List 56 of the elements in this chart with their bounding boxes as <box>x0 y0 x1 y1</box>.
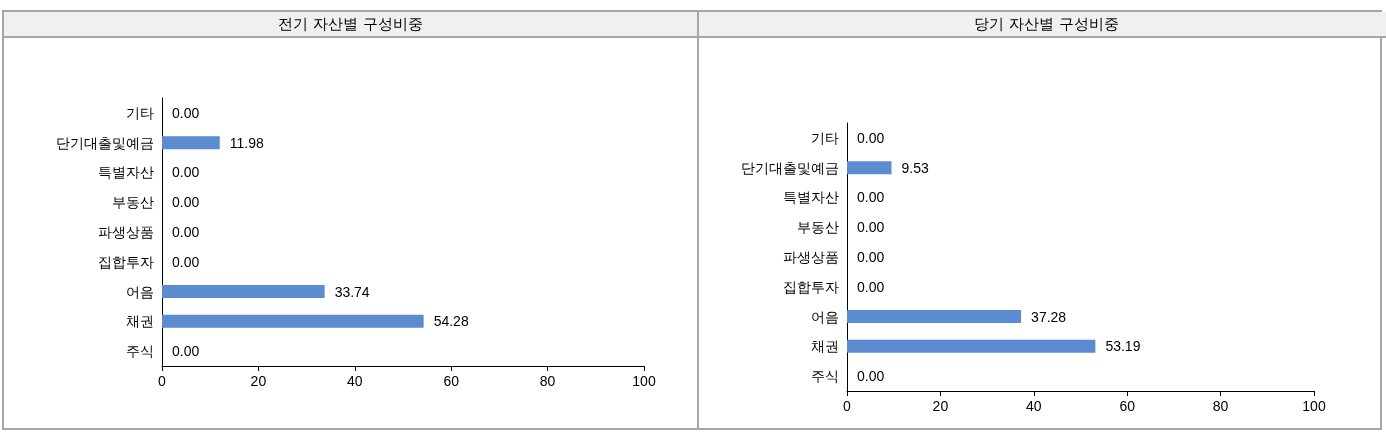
bar <box>847 310 1022 324</box>
data-label: 0.00 <box>857 249 885 265</box>
chart-title: 전기 자산별 구성비중 <box>4 12 697 38</box>
y-tick-label: 주식 <box>811 368 839 385</box>
y-tick-label: 채권 <box>811 338 839 355</box>
y-tick-label: 부동산 <box>112 194 154 211</box>
y-tick-label: 집합투자 <box>98 253 154 270</box>
y-tick-label: 기타 <box>811 129 839 146</box>
bar <box>162 285 325 299</box>
x-tick-label: 20 <box>250 373 267 389</box>
data-label: 0.00 <box>172 104 200 121</box>
y-tick-label: 특별자산 <box>98 164 154 181</box>
y-tick-label: 단기대출및예금 <box>56 134 154 151</box>
data-label: 0.00 <box>857 129 885 146</box>
bar <box>162 136 220 150</box>
bar <box>847 161 892 175</box>
y-tick-label: 부동산 <box>797 219 839 236</box>
x-tick-label: 60 <box>443 373 460 389</box>
x-tick-label: 20 <box>932 398 949 414</box>
data-label: 0.00 <box>857 219 885 236</box>
data-label: 53.19 <box>1105 338 1141 355</box>
data-label: 0.00 <box>857 368 885 385</box>
data-label: 0.00 <box>172 224 200 240</box>
data-label: 0.00 <box>172 343 200 360</box>
data-label: 0.00 <box>172 194 200 211</box>
chart-title: 당기 자산별 구성비중 <box>699 12 1386 38</box>
data-label: 0.00 <box>172 164 200 181</box>
data-label: 9.53 <box>901 159 929 176</box>
bar <box>847 339 1096 353</box>
data-label: 0.00 <box>857 278 885 295</box>
x-tick-label: 40 <box>1026 398 1042 414</box>
y-tick-label: 집합투자 <box>783 278 839 295</box>
y-tick-label: 주식 <box>126 343 154 360</box>
x-tick-label: 0 <box>158 373 167 389</box>
x-tick-label: 40 <box>347 373 363 389</box>
y-tick-label: 파생상품 <box>783 249 839 265</box>
data-label: 54.28 <box>433 313 469 330</box>
data-label: 33.74 <box>334 283 370 300</box>
y-tick-label: 어음 <box>811 308 839 325</box>
data-label: 0.00 <box>172 253 200 270</box>
y-tick-label: 기타 <box>126 104 154 121</box>
y-tick-label: 파생상품 <box>98 224 154 240</box>
data-label: 37.28 <box>1031 308 1067 325</box>
data-label: 0.00 <box>857 189 885 206</box>
data-label: 11.98 <box>229 134 264 151</box>
x-tick-label: 0 <box>843 398 852 414</box>
x-tick-label: 100 <box>1302 398 1326 414</box>
y-tick-label: 채권 <box>126 313 154 330</box>
y-tick-label: 단기대출및예금 <box>741 159 839 176</box>
y-tick-label: 어음 <box>126 283 154 300</box>
bar <box>162 314 424 328</box>
y-tick-label: 특별자산 <box>783 189 839 206</box>
x-tick-label: 60 <box>1119 398 1136 414</box>
x-tick-label: 80 <box>1212 398 1229 414</box>
x-tick-label: 100 <box>632 373 656 389</box>
x-tick-label: 80 <box>539 373 556 389</box>
